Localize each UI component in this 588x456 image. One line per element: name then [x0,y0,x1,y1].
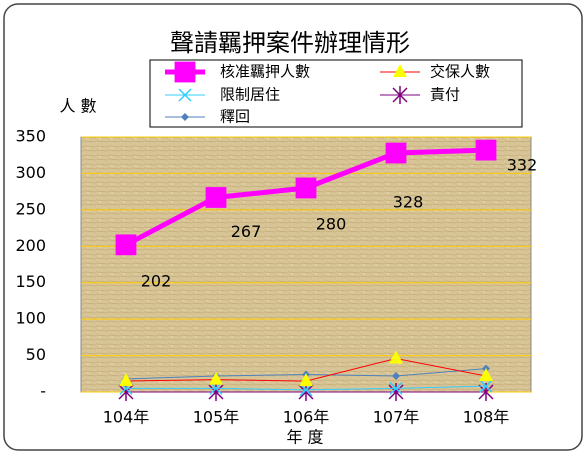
y-tick-label: 50 [26,345,46,364]
marker-part [392,86,408,104]
marker [479,379,493,393]
x-tick-label: 108年 [463,408,510,427]
marker [295,177,317,199]
marker [208,383,224,401]
x-tick-label: 104年 [103,408,150,427]
marker-part [389,350,403,364]
legend-label: 釋回 [220,108,250,126]
x-tick-label: 107年 [373,408,420,427]
marker [115,234,137,256]
marker-part [475,139,497,161]
legend-box [149,59,523,128]
marker-part [385,142,407,164]
y-tick-label: 250 [15,199,46,218]
marker-part [178,88,192,102]
marker [385,142,407,164]
marker-part [388,383,404,401]
marker-part [479,379,493,393]
data-label: 280 [316,215,347,234]
marker-part [181,113,189,121]
y-tick-label: - [40,382,46,401]
legend-label: 限制居住 [220,86,280,104]
marker-part [205,187,227,208]
marker-part [389,381,403,395]
data-label: 332 [507,156,538,175]
y-tick-label: 300 [15,163,46,182]
marker-part [209,371,223,385]
y-tick-label: 350 [15,127,46,146]
marker [389,350,403,364]
y-tick-label: 200 [15,236,46,255]
marker-part [392,371,400,380]
data-label: 328 [393,193,424,212]
marker-part [393,64,407,77]
marker [119,373,133,387]
x-tick-label: 105年 [193,408,240,427]
legend-label: 責付 [430,86,460,104]
marker [178,88,192,102]
marker [479,367,493,381]
x-tick-label: 106年 [283,408,330,427]
marker-part [119,373,133,387]
marker [389,381,403,395]
legend-label: 核准羈押人數 [220,63,310,81]
y-tick-label: 150 [15,272,46,291]
plot-area [80,136,532,393]
marker [174,61,196,83]
data-label: 202 [141,271,172,290]
marker [392,371,400,380]
marker [205,187,227,208]
marker [388,383,404,401]
marker [209,371,223,385]
marker-part [479,367,493,381]
marker [299,373,313,387]
marker-part [295,177,317,199]
marker-part [115,234,137,256]
marker [475,139,497,161]
y-tick-label: 100 [15,309,46,328]
marker-part [208,383,224,401]
marker-part [174,61,196,83]
y-axis-label: 人 數 [59,97,96,116]
marker [181,113,189,121]
chart-title: 聲請羈押案件辦理情形 [170,29,410,57]
data-label: 267 [231,222,262,241]
legend-label: 交保人數 [430,63,490,81]
x-axis-label: 年 度 [286,428,323,447]
marker-part [299,373,313,387]
marker [392,86,408,104]
marker [393,64,407,77]
